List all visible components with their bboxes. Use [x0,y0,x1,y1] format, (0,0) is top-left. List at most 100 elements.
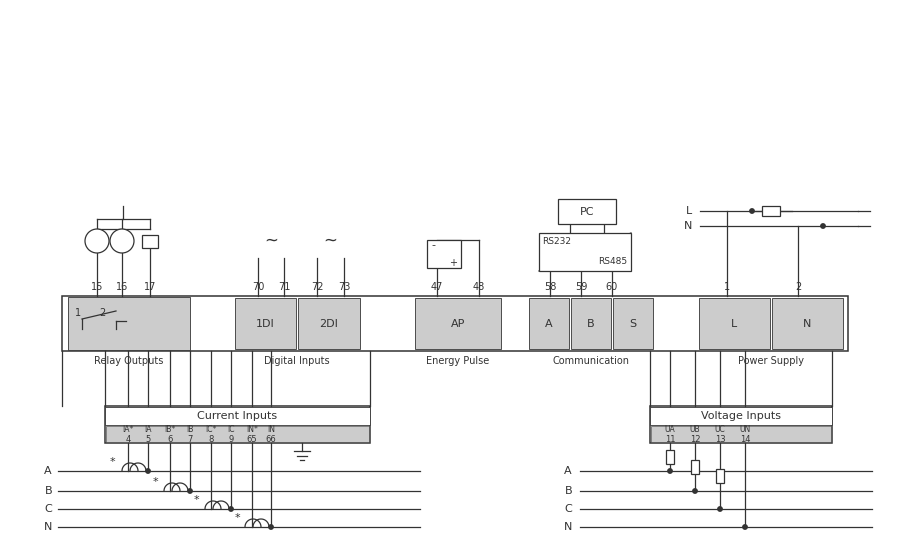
Text: *: * [109,457,115,467]
Text: C: C [564,504,572,514]
Circle shape [146,469,150,473]
Bar [298,298,360,349]
Text: N: N [563,522,572,532]
Circle shape [110,229,134,253]
Text: *: * [152,477,158,487]
Bar [142,235,158,248]
Circle shape [821,224,825,228]
Text: Power Supply: Power Supply [738,356,804,366]
Text: 47: 47 [431,282,443,292]
Text: 1: 1 [724,282,730,292]
Bar [427,240,461,268]
Bar [235,298,296,349]
Circle shape [693,489,698,493]
Text: Digital Inputs: Digital Inputs [265,356,329,366]
Text: ~: ~ [264,232,278,250]
Text: A: A [545,319,553,329]
Circle shape [742,525,747,529]
Bar [699,298,770,349]
Text: 70: 70 [252,282,265,292]
Text: UN: UN [740,424,751,434]
Bar [68,297,190,350]
Text: 73: 73 [338,282,350,292]
Text: IC: IC [227,424,235,434]
Text: *: * [194,495,199,505]
Text: L: L [731,319,737,329]
Text: B: B [564,486,572,496]
Bar [539,233,631,271]
Text: A: A [44,466,52,476]
Text: UA: UA [664,424,675,434]
Bar [613,298,653,349]
Bar [651,426,831,442]
Bar [558,199,616,224]
Text: 4: 4 [125,435,130,444]
Text: 13: 13 [715,435,725,444]
Text: 9: 9 [229,435,234,444]
Text: 72: 72 [310,282,323,292]
Circle shape [85,229,109,253]
Text: IB*: IB* [165,424,176,434]
Text: 1DI: 1DI [256,319,274,329]
Text: PC: PC [580,207,594,217]
Text: A: A [564,466,572,476]
Text: N: N [803,319,811,329]
Text: 60: 60 [606,282,618,292]
Text: 66: 66 [266,435,276,444]
Text: UB: UB [689,424,700,434]
Text: L: L [686,206,692,216]
Text: 48: 48 [472,282,485,292]
Bar [105,406,370,443]
Text: IA: IA [144,424,152,434]
Text: 65: 65 [247,435,257,444]
Circle shape [188,489,193,493]
Bar [571,298,611,349]
Text: 71: 71 [278,282,290,292]
Text: IN*: IN* [246,424,258,434]
Text: 2: 2 [99,308,105,318]
Text: C: C [44,504,52,514]
Bar [716,469,724,483]
Text: B: B [44,486,52,496]
Text: 59: 59 [575,282,587,292]
Text: N: N [684,221,692,231]
Text: Current Inputs: Current Inputs [197,411,277,421]
Text: N: N [43,522,52,532]
Text: AP: AP [451,319,465,329]
Bar [666,450,674,464]
Text: IB: IB [186,424,194,434]
Text: IA*: IA* [122,424,134,434]
Text: 11: 11 [665,435,675,444]
Bar [529,298,569,349]
Text: 2DI: 2DI [320,319,338,329]
Circle shape [668,469,672,473]
Text: 12: 12 [689,435,700,444]
Text: Relay Outputs: Relay Outputs [94,356,164,366]
Text: 14: 14 [740,435,751,444]
Circle shape [269,525,274,529]
Text: RS232: RS232 [543,237,572,246]
Bar [106,426,369,442]
Text: 17: 17 [144,282,157,292]
Text: 58: 58 [544,282,556,292]
Text: Communication: Communication [553,356,629,366]
Text: 7: 7 [187,435,193,444]
Text: ~: ~ [323,232,337,250]
Text: 16: 16 [116,282,128,292]
Text: IC*: IC* [205,424,217,434]
Bar [62,296,848,351]
Text: Energy Pulse: Energy Pulse [427,356,490,366]
Circle shape [750,209,754,213]
Bar [415,298,501,349]
Text: IN: IN [267,424,275,434]
Bar [650,406,832,443]
Text: S: S [629,319,636,329]
Bar [691,460,699,474]
Text: 1: 1 [75,308,81,318]
Text: Voltage Inputs: Voltage Inputs [701,411,781,421]
Bar [772,298,843,349]
Bar [105,407,370,425]
Text: *: * [234,513,239,523]
Text: -: - [431,240,435,250]
Circle shape [718,507,722,511]
